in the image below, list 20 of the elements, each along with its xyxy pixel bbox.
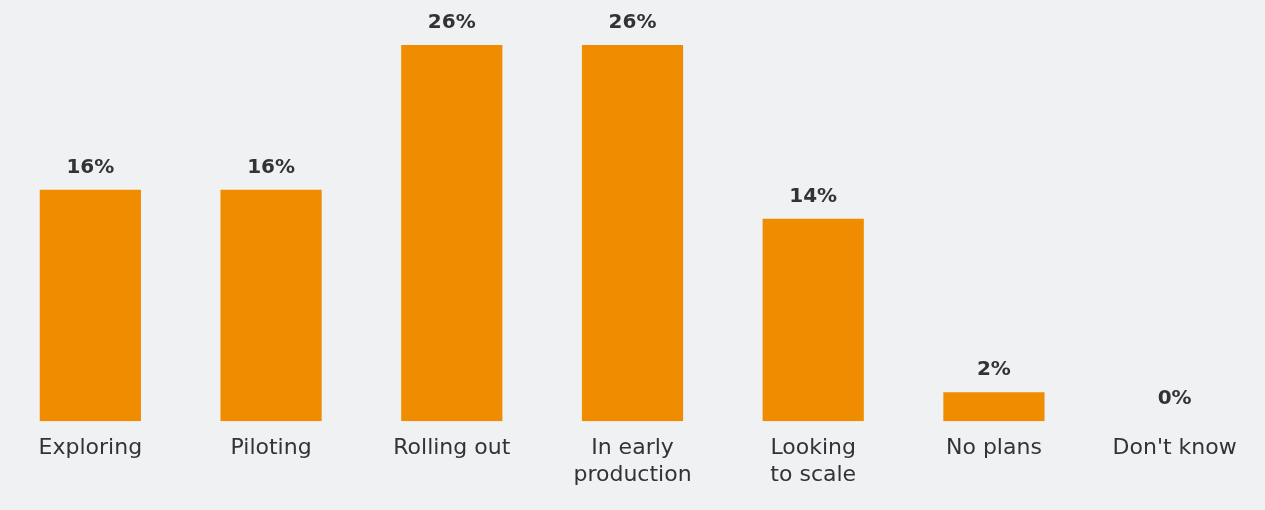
bar [943, 392, 1045, 422]
bar [220, 189, 322, 422]
x-tick-label: Piloting [230, 434, 312, 460]
data-label: 2% [976, 356, 1011, 381]
data-label: 0% [1157, 385, 1192, 410]
x-tick-label: Exploring [38, 434, 143, 460]
data-label: 26% [427, 9, 476, 34]
x-tick-label: Don't know [1112, 434, 1237, 460]
bar [581, 45, 684, 422]
data-label: 26% [608, 9, 657, 34]
bar [401, 45, 503, 422]
bar [39, 189, 141, 422]
x-tick-label: No plans [945, 434, 1042, 460]
x-tick-label: Looking to scale [770, 434, 857, 486]
data-label: 16% [247, 153, 296, 178]
x-tick-label: In early production [573, 434, 692, 486]
bar [762, 218, 864, 422]
x-tick-label: Rolling out [393, 434, 511, 460]
data-label: 16% [66, 153, 115, 178]
data-label: 14% [789, 182, 838, 207]
